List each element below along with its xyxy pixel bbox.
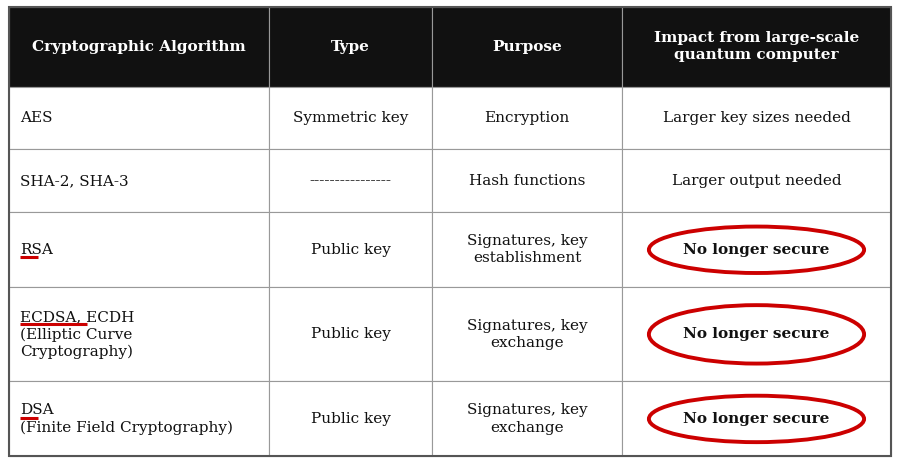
Text: Public key: Public key [310, 327, 391, 341]
Bar [9, 287, 269, 381]
Text: AES: AES [20, 111, 52, 125]
Bar [432, 87, 622, 149]
Text: No longer secure: No longer secure [683, 243, 830, 257]
Bar [622, 213, 891, 287]
Text: Signatures, key
exchange: Signatures, key exchange [467, 403, 588, 435]
Text: Hash functions: Hash functions [469, 174, 585, 188]
Text: No longer secure: No longer secure [683, 327, 830, 341]
Text: Purpose: Purpose [492, 40, 562, 54]
Text: Encryption: Encryption [484, 111, 570, 125]
Text: Type: Type [331, 40, 370, 54]
Text: SHA-2, SHA-3: SHA-2, SHA-3 [20, 174, 129, 188]
Text: (Finite Field Cryptography): (Finite Field Cryptography) [20, 420, 233, 435]
Bar [432, 149, 622, 213]
Bar [269, 381, 432, 456]
Text: (Elliptic Curve: (Elliptic Curve [20, 327, 132, 342]
Text: Signatures, key
establishment: Signatures, key establishment [467, 234, 588, 266]
Text: Larger output needed: Larger output needed [671, 174, 842, 188]
Text: ----------------: ---------------- [310, 174, 392, 188]
Text: Signatures, key
exchange: Signatures, key exchange [467, 319, 588, 350]
Bar [432, 381, 622, 456]
Text: RSA: RSA [20, 243, 53, 257]
Text: Symmetric key: Symmetric key [293, 111, 409, 125]
Bar [622, 149, 891, 213]
Bar [622, 87, 891, 149]
Bar [9, 7, 269, 87]
Text: ECDSA, ECDH: ECDSA, ECDH [20, 310, 134, 324]
Text: Cryptographic Algorithm: Cryptographic Algorithm [32, 40, 246, 54]
Bar [269, 7, 432, 87]
Text: No longer secure: No longer secure [683, 412, 830, 426]
Bar [622, 287, 891, 381]
Bar [9, 213, 269, 287]
Bar [269, 87, 432, 149]
Text: Larger key sizes needed: Larger key sizes needed [662, 111, 850, 125]
Text: Public key: Public key [310, 412, 391, 426]
Bar [9, 149, 269, 213]
Bar [269, 213, 432, 287]
Bar [432, 7, 622, 87]
Bar [9, 87, 269, 149]
Bar [432, 287, 622, 381]
Bar [269, 287, 432, 381]
Text: Public key: Public key [310, 243, 391, 257]
Bar [269, 149, 432, 213]
Text: DSA: DSA [20, 403, 53, 417]
Text: Impact from large-scale
quantum computer: Impact from large-scale quantum computer [654, 31, 860, 62]
Bar [9, 381, 269, 456]
Bar [432, 213, 622, 287]
Bar [622, 381, 891, 456]
Bar [622, 7, 891, 87]
Text: Cryptography): Cryptography) [20, 345, 133, 359]
